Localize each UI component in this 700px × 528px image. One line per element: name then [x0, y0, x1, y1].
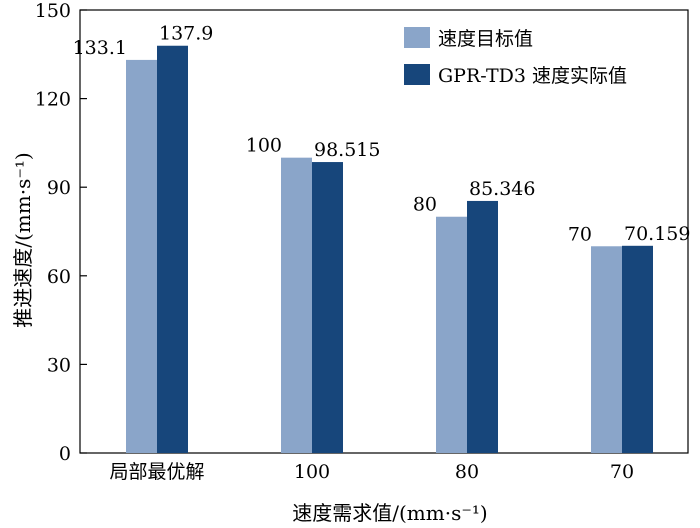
data-label-target: 80 [413, 194, 437, 216]
legend-label: GPR-TD3 速度实际值 [438, 65, 627, 87]
data-label-actual: 70.159 [624, 223, 690, 245]
y-tick-label: 60 [47, 266, 71, 288]
x-axis-title: 速度需求值/(mm·s⁻¹) [292, 501, 487, 525]
x-tick-label: 局部最优解 [109, 461, 204, 483]
bar-target [436, 216, 467, 453]
bar-target [281, 157, 312, 453]
x-tick-label: 100 [294, 461, 330, 483]
x-tick-label: 70 [610, 461, 634, 483]
bar-actual [157, 45, 188, 454]
y-tick-label: 120 [35, 89, 71, 111]
y-tick-label: 0 [59, 443, 71, 465]
bar-actual [622, 245, 653, 453]
y-tick-label: 30 [47, 354, 71, 376]
legend-swatch [404, 27, 430, 48]
legend: 速度目标值 GPR-TD3 速度实际值 [404, 27, 627, 87]
legend-label: 速度目标值 [438, 28, 533, 50]
y-axis-title: 推进速度/(mm·s⁻¹) [11, 152, 35, 327]
x-axis: 局部最优解 100 80 70 [109, 447, 634, 483]
data-label-actual: 85.346 [469, 178, 535, 200]
data-label-actual: 137.9 [159, 23, 213, 45]
y-axis: 0 30 60 90 120 150 [35, 0, 87, 465]
bar-target [591, 246, 622, 453]
bars [126, 45, 653, 454]
bar-actual [467, 200, 498, 453]
data-label-target: 70 [568, 223, 592, 245]
bar-actual [312, 162, 343, 453]
y-tick-label: 90 [47, 177, 71, 199]
y-tick-label: 150 [35, 0, 71, 22]
plot-frame [79, 9, 689, 454]
legend-swatch [404, 64, 430, 85]
data-label-target: 133.1 [73, 37, 127, 59]
data-label-actual: 98.515 [314, 139, 380, 161]
data-labels: 133.1 137.9 100 98.515 80 85.346 70 70.159 [73, 23, 691, 246]
bar-target [126, 59, 157, 453]
plot-area [79, 9, 689, 454]
x-tick-label: 80 [455, 461, 479, 483]
data-label-target: 100 [246, 135, 282, 157]
